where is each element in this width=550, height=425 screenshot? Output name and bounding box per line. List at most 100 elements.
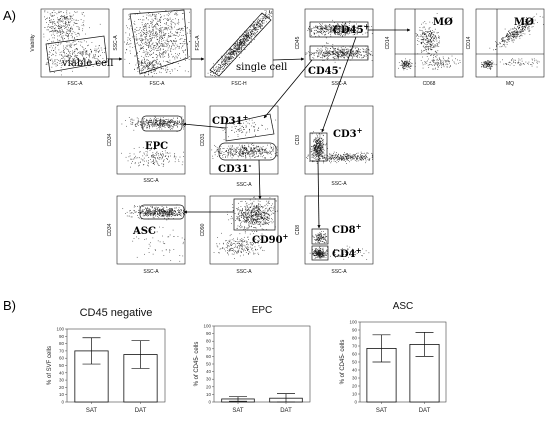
scatter-dot <box>145 23 146 24</box>
scatter-dot <box>347 28 349 30</box>
scatter-dot <box>75 60 76 61</box>
scatter-dot <box>161 126 163 127</box>
scatter-dot <box>136 67 138 69</box>
scatter-dot <box>156 119 157 121</box>
scatter-dot <box>143 124 145 126</box>
scatter-dot <box>157 153 159 154</box>
scatter-dot <box>404 65 406 67</box>
scatter-dot <box>491 62 493 64</box>
scatter-dot <box>224 61 225 63</box>
scatter-dot <box>433 57 434 59</box>
scatter-dot <box>506 34 507 36</box>
scatter-dot <box>67 36 69 38</box>
scatter-dot <box>512 36 514 37</box>
scatter-dot <box>47 26 48 28</box>
scatter-dot <box>227 64 229 65</box>
scatter-dot <box>264 15 265 17</box>
scatter-dot <box>335 29 337 31</box>
scatter-dot <box>80 53 82 54</box>
scatter-dot <box>250 153 252 155</box>
scatter-dot <box>78 28 79 30</box>
scatter-dot <box>162 44 164 46</box>
scatter-dot <box>67 57 69 59</box>
scatter-dot <box>425 33 427 35</box>
scatter-dot <box>145 120 147 122</box>
scatter-dot <box>346 28 348 30</box>
scatter-dot <box>335 28 337 30</box>
scatter-dot <box>231 58 233 59</box>
scatter-dot <box>99 49 100 51</box>
scatter-dot <box>137 157 139 159</box>
scatter-dot <box>163 51 164 53</box>
scatter-dot <box>340 33 342 35</box>
scatter-dot <box>259 24 261 26</box>
scatter-dot <box>257 23 259 24</box>
scatter-dot <box>85 48 86 49</box>
scatter-dot <box>151 62 153 64</box>
scatter-dot <box>164 37 165 38</box>
scatter-dot <box>266 15 268 17</box>
scatter-dot <box>428 31 430 32</box>
scatter-dot <box>173 156 175 158</box>
scatter-dot <box>152 61 154 62</box>
scatter-dot <box>427 46 428 47</box>
scatter-dot <box>83 40 85 42</box>
scatter-dot <box>164 27 166 28</box>
scatter-dot <box>219 155 221 156</box>
scatter-dot <box>76 62 78 63</box>
scatter-dot <box>276 155 278 157</box>
scatter-dot <box>143 118 145 119</box>
scatter-dot <box>82 52 84 54</box>
scatter-dot <box>156 120 157 122</box>
scatter-dot <box>218 151 219 153</box>
scatter-dot <box>428 58 429 60</box>
scatter-dot <box>66 24 68 25</box>
scatter-dot <box>333 30 334 32</box>
scatter-dot <box>155 154 157 156</box>
scatter-dot <box>348 30 350 31</box>
scatter-dot <box>246 150 247 151</box>
scatter-dot <box>172 120 174 122</box>
scatter-dot <box>351 52 352 54</box>
scatter-dot <box>247 33 248 35</box>
scatter-dot <box>66 16 68 18</box>
scatter-dot <box>511 38 513 40</box>
scatter-dot <box>353 46 354 48</box>
scatter-dot <box>222 57 224 59</box>
scatter-dot <box>167 62 169 63</box>
scatter-dot <box>150 149 152 150</box>
scatter-dot <box>366 48 367 49</box>
scatter-dot <box>516 36 518 38</box>
scatter-dot <box>435 35 437 37</box>
scatter-dot <box>158 42 160 44</box>
scatter-dot <box>371 54 373 56</box>
scatter-dot <box>60 32 61 34</box>
scatter-dot <box>138 64 140 65</box>
scatter-dot <box>330 51 331 53</box>
scatter-dot <box>158 124 160 126</box>
scatter-dot <box>496 44 497 46</box>
scatter-dot <box>520 25 522 26</box>
scatter-dot <box>164 23 166 24</box>
scatter-dot <box>231 48 232 50</box>
scatter-dot <box>176 56 178 58</box>
scatter-dot <box>182 161 184 163</box>
scatter-dot <box>508 38 510 40</box>
scatter-dot <box>520 29 522 30</box>
scatter-dot <box>522 23 523 25</box>
scatter-dot <box>518 58 520 60</box>
scatter-dot <box>502 38 504 40</box>
scatter-dot <box>521 27 523 29</box>
scatter-dot <box>142 68 144 70</box>
scatter-dot <box>431 37 433 39</box>
scatter-dot <box>159 64 161 65</box>
scatter-dot <box>223 61 225 62</box>
xlabel-p6: MQ <box>506 81 514 87</box>
scatter-dot <box>247 34 249 36</box>
scatter-dot <box>514 36 516 37</box>
scatter-dot <box>252 145 254 146</box>
scatter-dot <box>345 53 347 55</box>
scatter-dot <box>350 49 351 50</box>
scatter-dot <box>59 63 61 64</box>
scatter-dot <box>140 39 142 41</box>
